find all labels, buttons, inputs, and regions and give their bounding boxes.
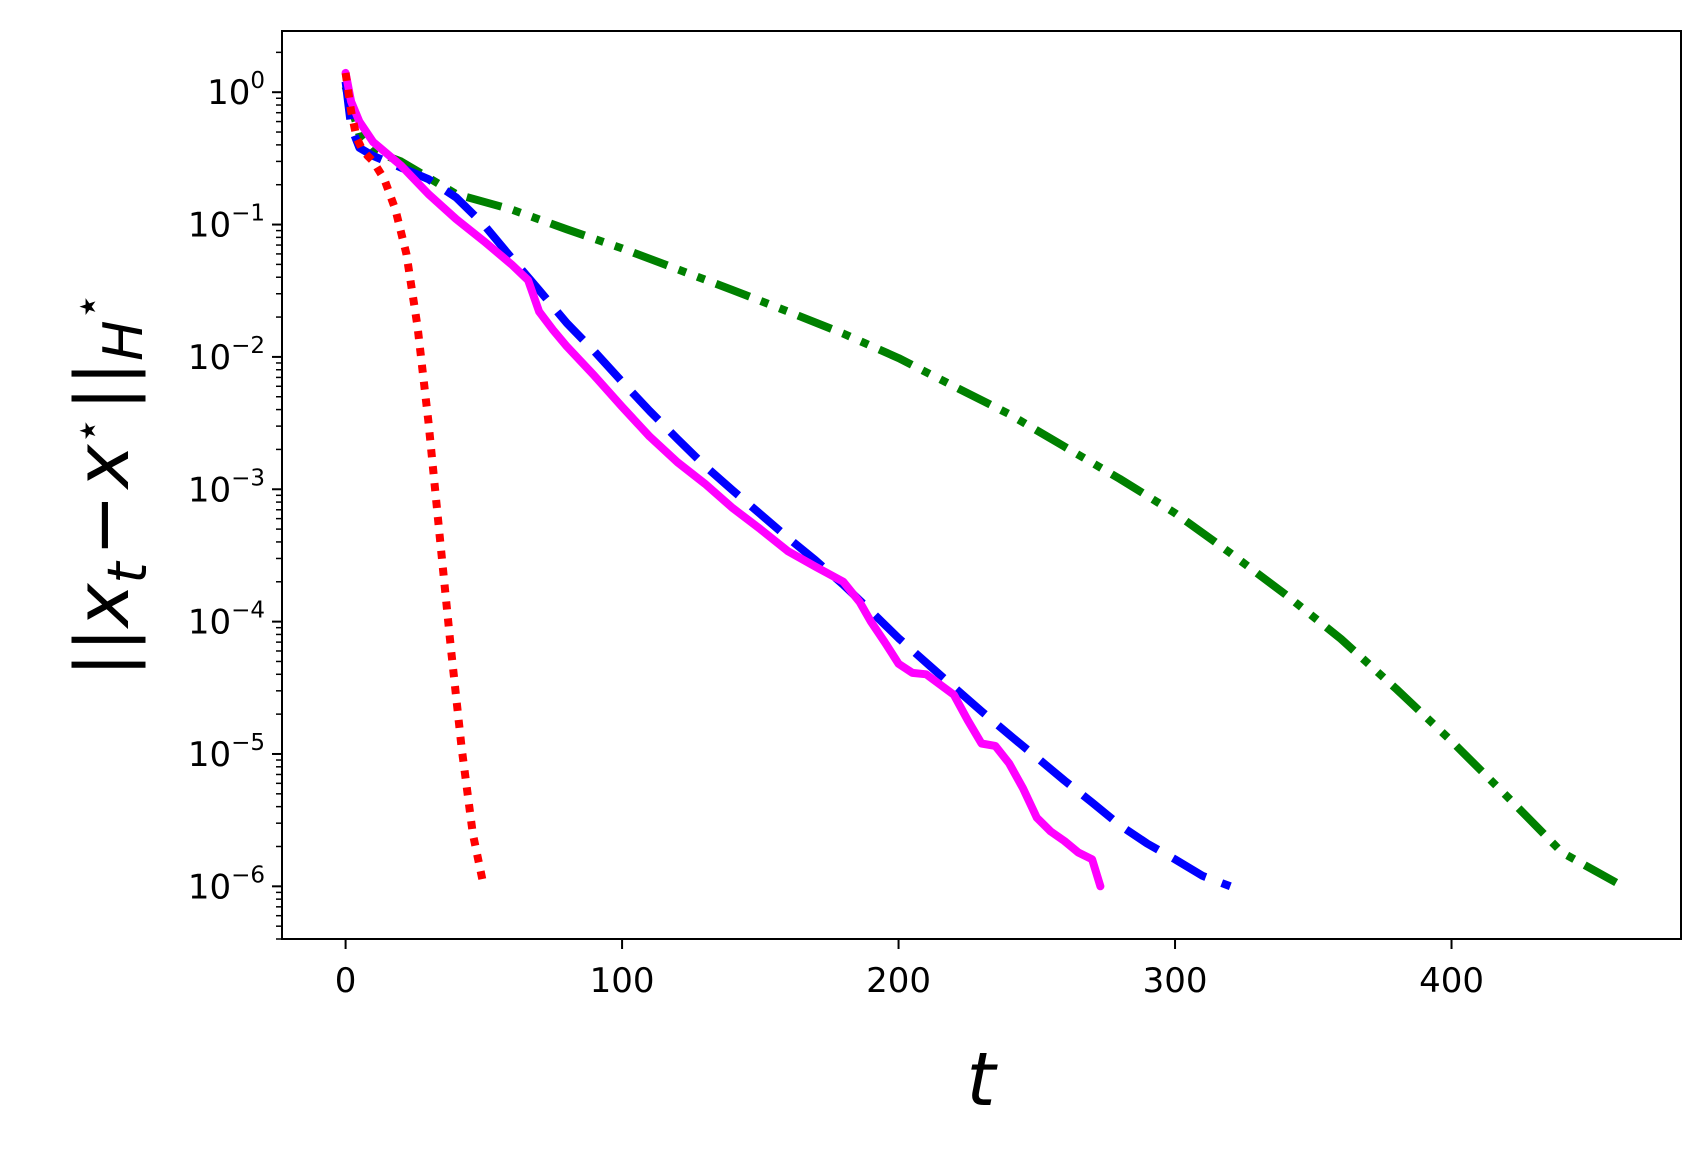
x-tick-label: 100	[590, 961, 655, 1001]
y-minor-ticks	[276, 51, 282, 940]
y-label-norm-sup: ⋆	[62, 293, 113, 321]
y-label-minus: −	[60, 494, 146, 556]
series-layer	[341, 68, 1625, 891]
x-axis: 0 100 200 300 400	[335, 939, 1484, 1001]
y-label-delim-close: ||	[60, 361, 146, 411]
y-tick-label: 10−2	[188, 333, 265, 378]
x-tick-label: 0	[335, 961, 357, 1001]
y-axis: 100 10−1 10−2 10−3 10−4 10−5 10−6	[188, 68, 282, 907]
series-line-dashdot	[341, 85, 1625, 890]
y-label-x: x	[60, 582, 146, 629]
y-tick-label: 10−4	[188, 598, 265, 643]
x-axis-label: t	[966, 1037, 998, 1123]
y-tick-label: 10−3	[188, 465, 265, 510]
x-tick-label: 300	[1143, 961, 1208, 1001]
series-line-solid	[341, 68, 1105, 891]
y-axis-label: ||xt−x⋆||H⋆	[60, 293, 159, 677]
plot-frame	[281, 30, 1682, 940]
y-tick-label: 100	[207, 68, 265, 113]
x-tick-label: 400	[1419, 961, 1484, 1001]
y-label-star-x: x	[60, 443, 146, 490]
y-label-norm-sub: H	[92, 320, 155, 361]
x-tick-label: 200	[866, 961, 931, 1001]
y-tick-label: 10−6	[188, 862, 265, 907]
series-line-dotted	[341, 72, 488, 888]
y-tick-label: 10−1	[188, 201, 265, 246]
y-label-delim-open: ||	[60, 627, 146, 677]
y-tick-label: 10−5	[188, 730, 265, 775]
series-line-dashed	[341, 81, 1232, 891]
y-label-sub: t	[96, 560, 159, 583]
y-label-star: ⋆	[62, 417, 113, 445]
